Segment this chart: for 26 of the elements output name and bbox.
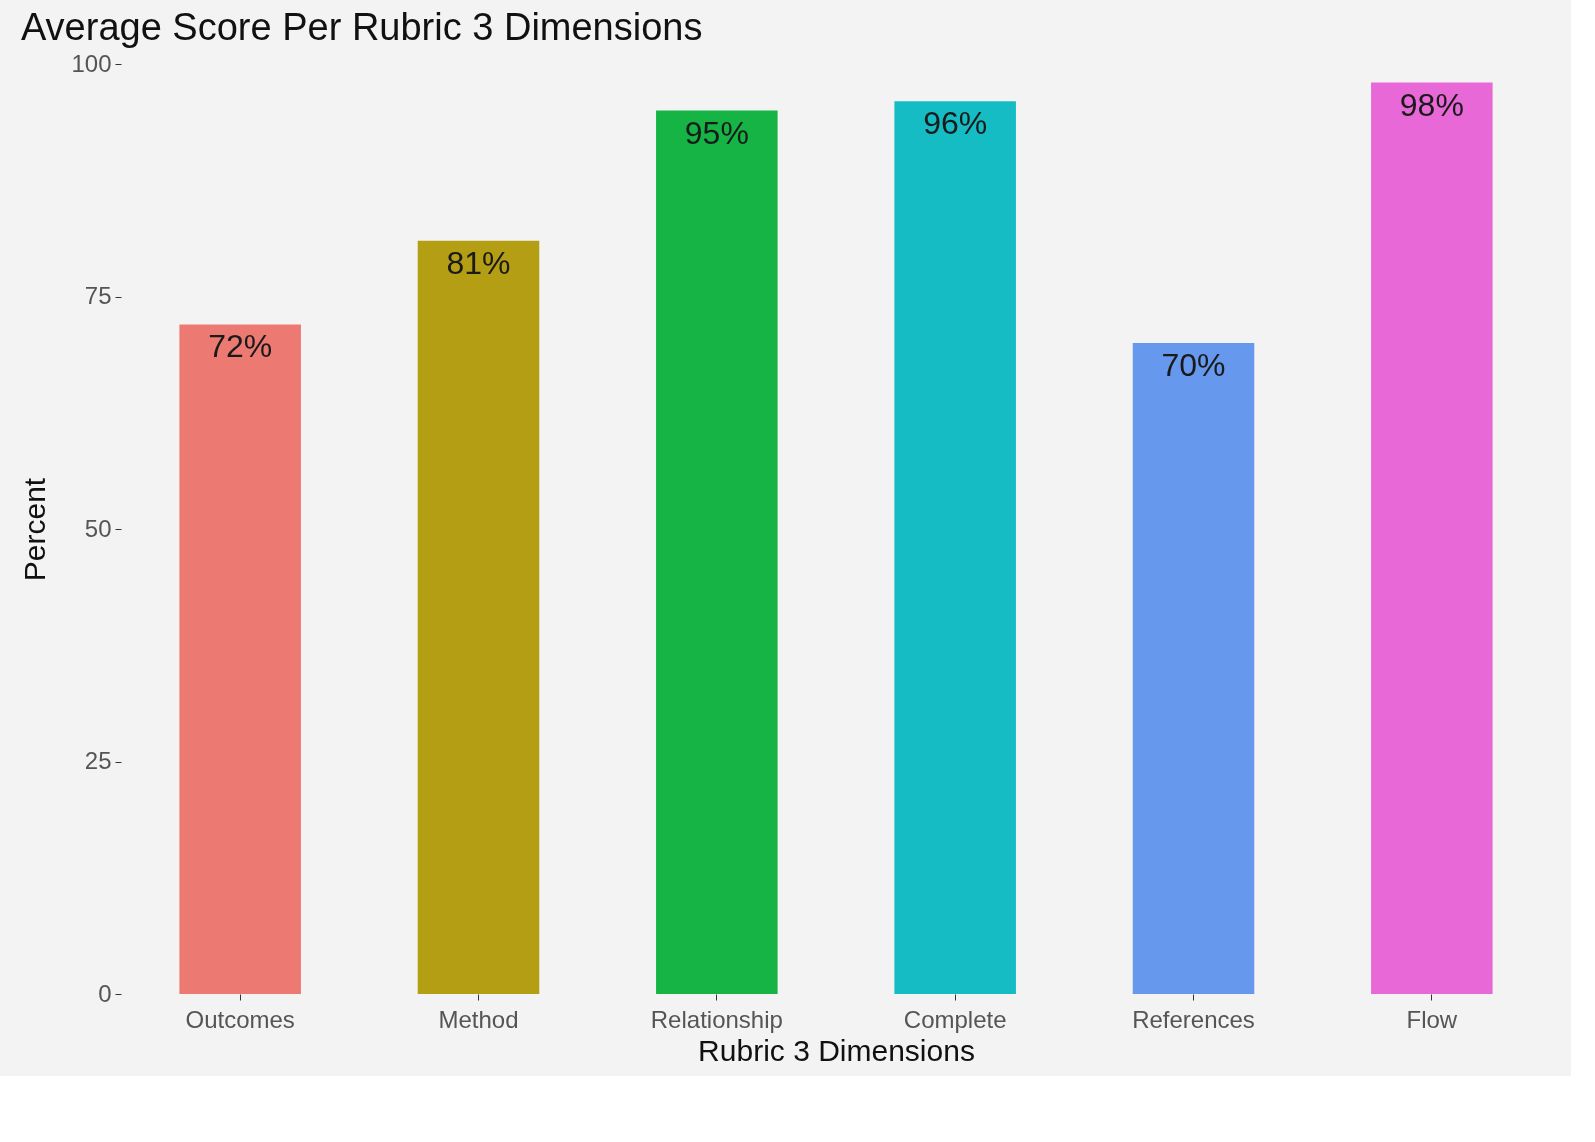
y-axis-title: Percent (18, 477, 52, 582)
data-label: 70% (1161, 347, 1226, 383)
x-tick-label: Relationship (650, 1005, 783, 1033)
bar (656, 110, 778, 994)
bar (1371, 82, 1493, 994)
bar (179, 324, 301, 994)
data-label: 95% (684, 114, 749, 151)
x-tick-label: Flow (1406, 1005, 1458, 1033)
bar (417, 240, 540, 994)
y-tick-label: 50 (84, 514, 112, 542)
chart-title: Average Score Per Rubric 3 Dimensions (20, 6, 703, 48)
data-label: 81% (446, 244, 511, 281)
x-tick-label: Outcomes (185, 1005, 295, 1033)
x-tick-label: Method (438, 1005, 519, 1033)
data-label: 96% (923, 105, 988, 142)
y-tick-label: 75 (84, 282, 112, 309)
x-tick-label: References (1132, 1005, 1255, 1033)
y-tick-label: 25 (84, 747, 112, 774)
x-tick-label: Complete (903, 1005, 1007, 1033)
bar (1132, 343, 1255, 994)
y-tick-label: 0 (98, 979, 112, 1007)
x-axis-title: Rubric 3 Dimensions (698, 1033, 975, 1067)
y-tick-label: 100 (71, 49, 112, 77)
data-label: 72% (208, 328, 273, 365)
data-label: 98% (1399, 86, 1464, 123)
bar (894, 101, 1016, 994)
